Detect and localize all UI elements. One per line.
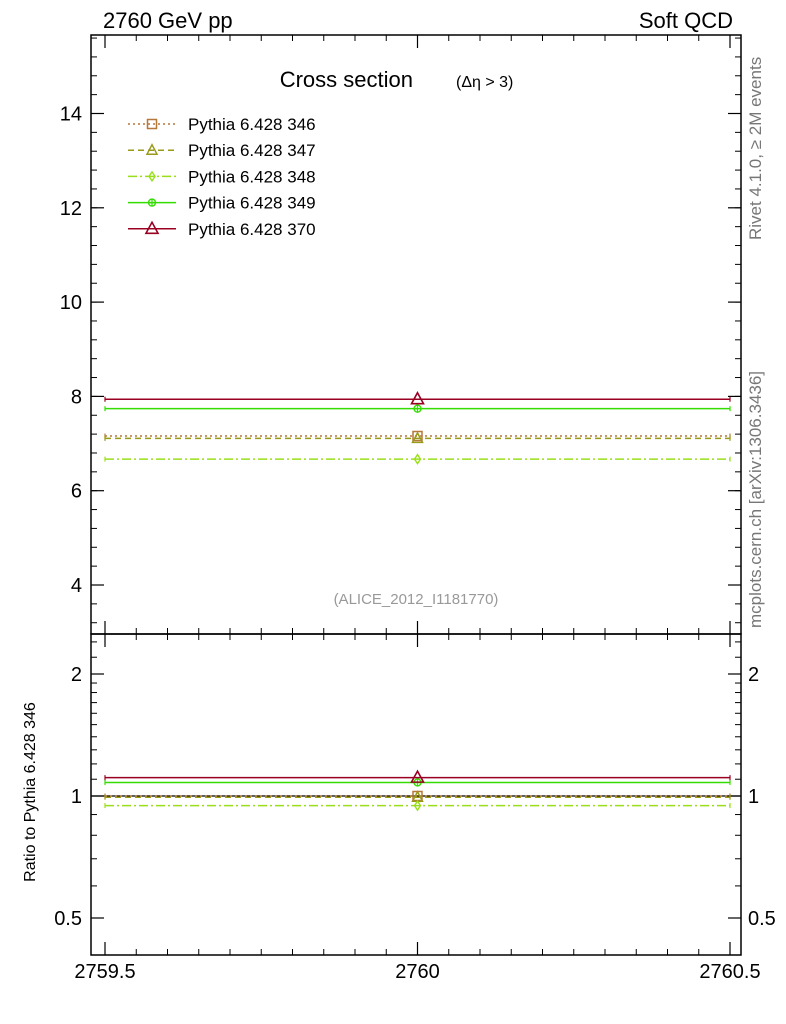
legend-entry-0: Pythia 6.428 346	[128, 115, 316, 134]
ratio-series-marker-2	[413, 799, 422, 812]
legend-label-0: Pythia 6.428 346	[188, 115, 316, 134]
ratio-series-2	[104, 799, 731, 812]
legend-entry-2: Pythia 6.428 348	[128, 167, 316, 186]
legend-marker-2	[148, 170, 156, 183]
ratio-y-tick-label: 0.5	[54, 908, 82, 930]
legend-marker-4	[144, 220, 160, 235]
chart-title: Cross section	[280, 67, 413, 92]
main-series-marker-1	[411, 431, 424, 444]
y-tick-label: 12	[60, 198, 82, 220]
main-series-3	[104, 404, 731, 413]
legend-label-2: Pythia 6.428 348	[188, 167, 316, 186]
x-tick-label: 2759.5	[74, 961, 135, 983]
x-tick-label: 2760.5	[699, 961, 760, 983]
legend-marker-1	[145, 143, 159, 155]
mcplots-reference-label: mcplots.cern.ch [arXiv:1306.3436]	[746, 371, 765, 628]
main-series-1	[104, 431, 731, 444]
ratio-plot-frame	[90, 633, 742, 956]
y-tick-label: 14	[60, 104, 82, 126]
legend-marker-0	[146, 118, 158, 130]
ratio-y-axis-label: Ratio to Pythia 6.428 346	[22, 702, 39, 882]
legend-entry-1: Pythia 6.428 347	[128, 141, 316, 160]
y-tick-label: 6	[71, 481, 82, 503]
legend-marker-3	[147, 198, 157, 207]
main-series-marker-4	[410, 391, 425, 405]
legend-label-1: Pythia 6.428 347	[188, 141, 316, 160]
legend-entry-3: Pythia 6.428 349	[128, 194, 316, 213]
y-tick-label: 4	[71, 575, 82, 597]
legend-entry-4: Pythia 6.428 370	[128, 220, 316, 239]
ratio-series-4	[104, 769, 731, 783]
main-series-marker-2	[413, 453, 422, 465]
ratio-y-tick-label-right: 2	[748, 664, 759, 686]
ratio-y-tick-label-right: 1	[748, 786, 759, 808]
ratio-y-tick-label-right: 0.5	[748, 908, 776, 930]
ratio-y-tick-label: 2	[71, 664, 82, 686]
legend-label-3: Pythia 6.428 349	[188, 194, 316, 213]
analysis-watermark: (ALICE_2012_I1181770)	[334, 591, 499, 608]
header-right: Soft QCD	[639, 8, 733, 33]
legend-label-4: Pythia 6.428 370	[188, 220, 316, 239]
main-series-2	[104, 453, 731, 465]
x-tick-label: 2760	[395, 961, 440, 983]
main-series-4	[104, 391, 731, 405]
ratio-panel: 0.5 0.5 1 1 2 2 2759.5 2760 2760.5	[54, 633, 776, 983]
rivet-version-label: Rivet 4.1.0, ≥ 2M events	[746, 57, 765, 240]
chart-title-suffix: (Δη > 3)	[456, 74, 513, 91]
main-series-marker-3	[413, 404, 422, 413]
ratio-series-marker-4	[410, 769, 425, 783]
legend: Pythia 6.428 346 Pythia 6.428 347 Pythia 6…	[128, 115, 316, 239]
main-panel: 4 6 8 10 12 14	[60, 34, 742, 635]
ratio-y-tick-label: 1	[71, 786, 82, 808]
y-tick-label: 8	[71, 386, 82, 408]
y-tick-label: 10	[60, 292, 82, 314]
header-left: 2760 GeV pp	[103, 8, 233, 33]
